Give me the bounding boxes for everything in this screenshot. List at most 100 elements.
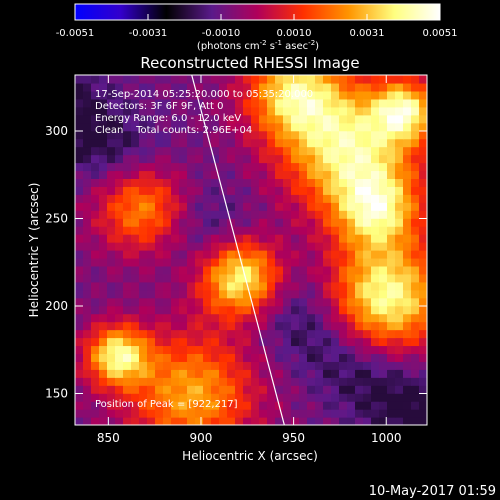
heatmap-cell: [163, 90, 172, 100]
heatmap-cell: [75, 194, 84, 203]
heatmap-cell: [107, 377, 116, 386]
heatmap-cell: [419, 98, 427, 108]
colorbar-ticks: -0.0051 -0.0031 -0.0010 0.0010 0.0031 0.0051: [56, 14, 458, 39]
heatmap-cell: [139, 281, 148, 291]
heatmap-cell: [259, 186, 268, 195]
heatmap-cell: [211, 98, 220, 108]
heatmap-cell: [83, 75, 92, 84]
heatmap-cell: [195, 130, 204, 140]
annotation-block: 17-Sep-2014 05:25:20.000 to 05:35:20.000…: [95, 89, 313, 410]
heatmap-cell: [155, 257, 164, 267]
heatmap-cell: [195, 154, 204, 164]
heatmap-cell: [155, 273, 164, 283]
heatmap-cell: [339, 194, 348, 203]
heatmap-cell: [107, 257, 116, 267]
heatmap-cell: [219, 154, 228, 164]
heatmap-cell: [355, 305, 364, 315]
heatmap-cell: [123, 146, 132, 156]
heatmap-cell: [339, 289, 348, 299]
heatmap-cell: [91, 114, 100, 124]
heatmap-cell: [419, 114, 427, 124]
heatmap-cell: [347, 305, 356, 315]
heatmap-cell: [283, 234, 292, 243]
heatmap-cell: [419, 122, 427, 132]
heatmap-cell: [139, 273, 148, 283]
colorbar-tick-label: 0.0010: [277, 28, 312, 39]
heatmap-cell: [339, 75, 348, 84]
heatmap-cell: [323, 146, 332, 156]
heatmap-cell: [227, 417, 236, 425]
heatmap-cell: [419, 385, 427, 394]
heatmap-cell: [371, 210, 380, 219]
heatmap-cell: [387, 234, 396, 243]
heatmap-cell: [355, 122, 364, 132]
heatmap-cell: [187, 226, 196, 235]
heatmap-cell: [363, 162, 372, 172]
heatmap-cell: [355, 154, 364, 164]
heatmap-cell: [195, 178, 204, 187]
heatmap-cell: [299, 75, 308, 84]
heatmap-cell: [323, 393, 332, 402]
heatmap-cell: [371, 409, 380, 418]
heatmap-cell: [91, 194, 100, 203]
heatmap-cell: [203, 90, 212, 100]
heatmap-cell: [299, 297, 308, 307]
heatmap-cell: [211, 273, 220, 283]
heatmap-cell: [203, 353, 212, 362]
heatmap-cell: [283, 242, 292, 251]
heatmap-cell: [275, 106, 284, 116]
heatmap-cell: [83, 234, 92, 243]
heatmap-cell: [107, 90, 116, 100]
heatmap-cell: [307, 257, 316, 267]
heatmap-cell: [107, 369, 116, 378]
heatmap-cell: [123, 417, 132, 425]
heatmap-cell: [235, 417, 244, 425]
heatmap-cell: [283, 194, 292, 203]
heatmap-cell: [203, 242, 212, 251]
heatmap-cell: [403, 385, 412, 394]
heatmap-cell: [171, 130, 180, 140]
heatmap-cell: [147, 385, 156, 394]
heatmap-cell: [291, 138, 300, 148]
heatmap-cell: [363, 202, 372, 211]
heatmap-cell: [211, 265, 220, 275]
heatmap-cell: [411, 218, 420, 227]
heatmap-cell: [227, 281, 236, 291]
heatmap-cell: [315, 361, 324, 370]
heatmap-cell: [395, 257, 404, 267]
heatmap-cell: [307, 321, 316, 331]
heatmap-cell: [227, 90, 236, 100]
heatmap-cell: [331, 250, 340, 259]
heatmap-cell: [411, 162, 420, 172]
heatmap-cell: [371, 138, 380, 148]
heatmap-cell: [91, 90, 100, 100]
heatmap-cell: [131, 305, 140, 315]
heatmap-cell: [91, 305, 100, 315]
heatmap-cell: [275, 361, 284, 370]
heatmap-cell: [315, 345, 324, 354]
heatmap-cell: [299, 90, 308, 100]
heatmap-cell: [291, 162, 300, 172]
heatmap-cell: [331, 186, 340, 195]
heatmap-cell: [131, 162, 140, 172]
heatmap-cell: [219, 186, 228, 195]
heatmap-cell: [139, 138, 148, 148]
heatmap-cell: [99, 401, 108, 410]
heatmap-cell: [299, 138, 308, 148]
heatmap-cell: [187, 114, 196, 124]
heatmap-cell: [379, 98, 388, 108]
heatmap-cell: [179, 289, 188, 299]
heatmap-cell: [147, 257, 156, 267]
heatmap-cell: [339, 385, 348, 394]
heatmap-cell: [219, 178, 228, 187]
heatmap-cell: [307, 265, 316, 275]
heatmap-cell: [403, 202, 412, 211]
heatmap-cell: [371, 305, 380, 315]
heatmap-cell: [267, 345, 276, 354]
heatmap-cell: [411, 250, 420, 259]
heatmap-cell: [387, 313, 396, 323]
heatmap-cell: [83, 281, 92, 291]
heatmap-cell: [147, 130, 156, 140]
heatmap-cell: [91, 242, 100, 251]
heatmap-cell: [259, 82, 268, 92]
